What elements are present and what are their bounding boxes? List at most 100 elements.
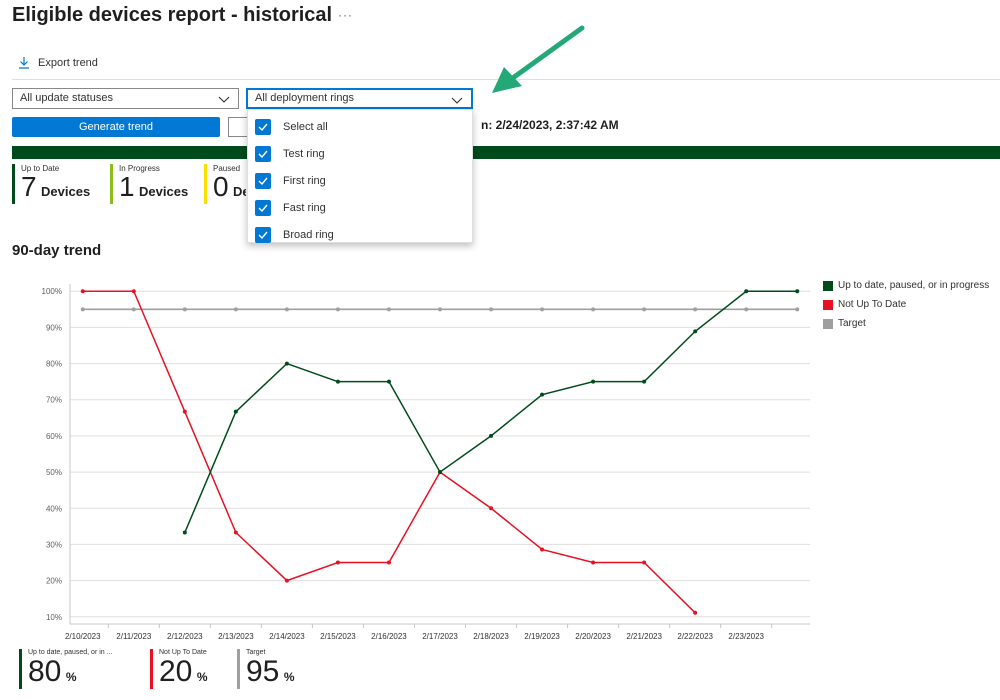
data-point [591,379,596,384]
legend-swatch [823,280,833,291]
legend-item-up-to-date[interactable]: Up to date, paused, or in progress [823,280,989,291]
y-tick-label: 60% [46,432,62,441]
ring-option-first[interactable]: First ring [248,167,472,194]
y-tick-label: 30% [46,540,62,549]
data-point [284,361,289,366]
y-tick-label: 80% [46,360,62,369]
ring-option-test[interactable]: Test ring [248,140,472,167]
data-point [284,307,289,312]
y-tick-label: 90% [46,323,62,332]
tile-unit: Devices [139,184,189,199]
data-point [489,307,494,312]
data-point [233,530,238,535]
data-point [182,307,187,312]
data-point [386,307,391,312]
legend-item-target[interactable]: Target [823,318,866,329]
legend-label: Up to date, paused, or in progress [838,280,990,291]
x-tick-label: 2/14/2023 [269,632,305,641]
series-line-not-up-to-date [82,290,696,614]
checkbox-checked-icon[interactable] [255,226,271,243]
legend-swatch [823,318,833,329]
ring-option-select-all[interactable]: Select all [248,113,472,140]
data-point [386,560,391,565]
x-tick-label: 2/20/2023 [575,632,611,641]
tile-unit: Devices [41,184,91,199]
legend-item-not-up-to-date[interactable]: Not Up To Date [823,299,906,310]
summary-up-to-date: Up to date, paused, or in ... 80 % [19,649,144,689]
chevron-down-icon [451,97,463,104]
page-title: Eligible devices report - historical [12,4,333,26]
chevron-down-icon [218,96,230,103]
data-point [744,307,749,312]
summary-not-up-to-date: Not Up To Date 20 % [150,649,234,689]
summary-unit: % [283,670,295,684]
data-point [386,379,391,384]
summary-value: 20 [159,655,193,688]
generate-trend-button[interactable]: Generate trend [12,117,220,137]
x-tick-label: 2/10/2023 [65,632,101,641]
last-generated-text: n: 2/24/2023, 2:37:42 AM [481,118,619,132]
data-point [489,506,494,511]
checkbox-checked-icon[interactable] [255,199,271,216]
data-point [591,307,596,312]
x-tick-label: 2/12/2023 [167,632,203,641]
update-status-dropdown[interactable]: All update statuses [12,88,239,109]
data-point [795,289,800,294]
status-summary-bar [12,146,1000,159]
data-point [540,307,545,312]
export-trend-button[interactable]: Export trend [18,56,98,69]
tile-value: 1 [119,171,135,202]
summary-value: 95 [246,655,280,688]
summary-target: Target 95 % [237,649,317,689]
data-point [131,307,136,312]
x-tick-label: 2/21/2023 [626,632,662,641]
ring-option-label: Test ring [283,147,325,160]
deployment-rings-menu: Select all Test ring First ring Fast rin… [247,109,473,243]
data-point [540,392,545,397]
tile-value: 0 [213,171,229,202]
update-status-value: All update statuses [20,92,113,104]
ring-option-fast[interactable]: Fast ring [248,194,472,221]
data-point [489,433,494,438]
deployment-rings-value: All deployment rings [255,92,355,104]
data-point [182,530,187,535]
data-point [233,409,238,414]
ring-option-label: Select all [283,120,328,133]
data-point [80,307,85,312]
legend-label: Target [838,318,866,329]
data-point [642,560,647,565]
data-point [131,289,136,294]
data-point [744,289,749,294]
tile-label: Paused [213,164,241,173]
ring-option-broad[interactable]: Broad ring [248,221,472,248]
data-point [642,307,647,312]
checkbox-checked-icon[interactable] [255,172,271,189]
ring-option-label: Fast ring [283,201,326,214]
summary-value: 80 [28,655,62,688]
legend-label: Not Up To Date [838,299,907,310]
deployment-rings-dropdown[interactable]: All deployment rings [246,88,473,109]
data-point [182,409,187,414]
data-point [540,547,545,552]
x-tick-label: 2/11/2023 [116,632,152,641]
y-tick-label: 50% [46,468,62,477]
summary-label: Not Up To Date [159,649,207,656]
ring-option-label: First ring [283,174,326,187]
data-point [335,560,340,565]
ring-option-label: Broad ring [283,228,334,241]
annotation-arrow-icon [492,25,585,93]
x-tick-label: 2/18/2023 [473,632,509,641]
in-progress-tile: In Progress 1 Devices [110,164,188,204]
x-tick-label: 2/15/2023 [320,632,356,641]
y-tick-label: 10% [46,613,62,622]
checkbox-checked-icon[interactable] [255,118,271,135]
x-tick-label: 2/16/2023 [371,632,407,641]
download-icon [19,57,29,69]
trend-chart: 10% 20% 30% 40% 50% 60% 70% 80% 90% 100% 2/10/2023… [42,284,810,641]
more-options-button[interactable]: ··· [338,8,353,22]
checkbox-checked-icon[interactable] [255,145,271,162]
y-tick-label: 70% [46,396,62,405]
data-point [438,307,442,312]
data-point [284,578,289,583]
y-tick-label: 100% [42,287,62,296]
